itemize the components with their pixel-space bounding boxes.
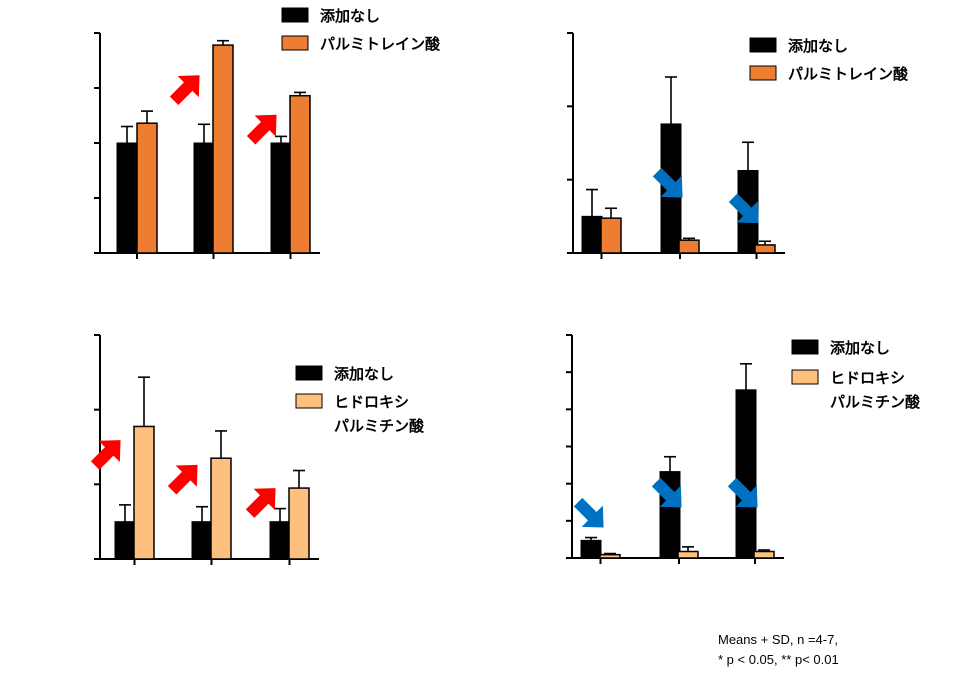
legend-label: パルミトレイン酸 xyxy=(788,65,909,83)
legend-label: ヒドロキシパルミチン酸 xyxy=(830,369,921,411)
bar-control xyxy=(269,521,291,560)
legend-label-line: パルミチン酸 xyxy=(334,417,425,435)
increase-arrow-icon xyxy=(167,464,198,495)
legend-label-line: 添加なし xyxy=(334,365,394,383)
legend-label-line: 添加なし xyxy=(788,37,848,55)
bar-control xyxy=(114,521,136,560)
bar-control xyxy=(581,215,603,254)
legend-swatch xyxy=(295,393,323,409)
legend-label-line: 添加なし xyxy=(830,339,890,357)
bar-control xyxy=(193,142,215,254)
bar-treated xyxy=(210,457,232,560)
legend-label: ヒドロキシパルミチン酸 xyxy=(334,393,425,435)
decrease-arrow-icon xyxy=(573,497,604,528)
legend-swatch xyxy=(749,37,777,53)
legend-label: 添加なし xyxy=(788,37,848,55)
decrease-arrow-icon xyxy=(728,193,759,224)
legend-label: 添加なし xyxy=(830,339,890,357)
bar-treated xyxy=(289,94,311,254)
footnote-significance: * p < 0.05, ** p< 0.01 xyxy=(718,652,839,667)
legend-label-line: パルミチン酸 xyxy=(830,393,921,411)
bar-control xyxy=(116,142,138,254)
bar-control xyxy=(191,521,213,560)
footnote: Means + SD, n =4-7, * p < 0.05, ** p< 0.… xyxy=(718,630,948,670)
bar-treated xyxy=(600,217,622,254)
increase-arrow-icon xyxy=(246,114,277,145)
legend-swatch xyxy=(791,369,819,385)
increase-arrow-icon xyxy=(169,75,200,105)
bar-treated xyxy=(678,239,700,254)
legend-label-line: パルミトレイン酸 xyxy=(788,65,909,83)
bar-treated xyxy=(599,553,621,559)
bar-control xyxy=(270,142,292,254)
legend-label-line: パルミトレイン酸 xyxy=(320,35,441,53)
legend-label-line: ヒドロキシ xyxy=(830,369,905,387)
bar-control xyxy=(580,539,602,559)
bar-treated xyxy=(288,487,310,560)
increase-arrow-icon xyxy=(245,488,276,518)
bar-treated xyxy=(753,550,775,559)
legend-label-line: 添加なし xyxy=(320,7,380,25)
decrease-arrow-icon xyxy=(652,167,683,198)
legend-swatch xyxy=(749,65,777,81)
legend-label: 添加なし xyxy=(334,365,394,383)
increase-arrow-icon xyxy=(90,440,121,470)
legend-swatch xyxy=(791,339,819,355)
bar-treated xyxy=(754,244,776,254)
legend-swatch xyxy=(281,7,309,23)
decrease-arrow-icon xyxy=(727,477,758,508)
bar-treated xyxy=(133,425,155,560)
legend-label: パルミトレイン酸 xyxy=(320,35,441,53)
bar-treated xyxy=(136,122,158,254)
bar-control xyxy=(735,389,757,559)
legend-swatch xyxy=(281,35,309,51)
bar-treated xyxy=(212,44,234,254)
legend-swatch xyxy=(295,365,323,381)
bar-treated xyxy=(677,550,699,559)
legend-label-line: ヒドロキシ xyxy=(334,393,409,411)
footnote-stats: Means + SD, n =4-7, xyxy=(718,632,838,647)
legend-label: 添加なし xyxy=(320,7,380,25)
decrease-arrow-icon xyxy=(651,477,682,508)
